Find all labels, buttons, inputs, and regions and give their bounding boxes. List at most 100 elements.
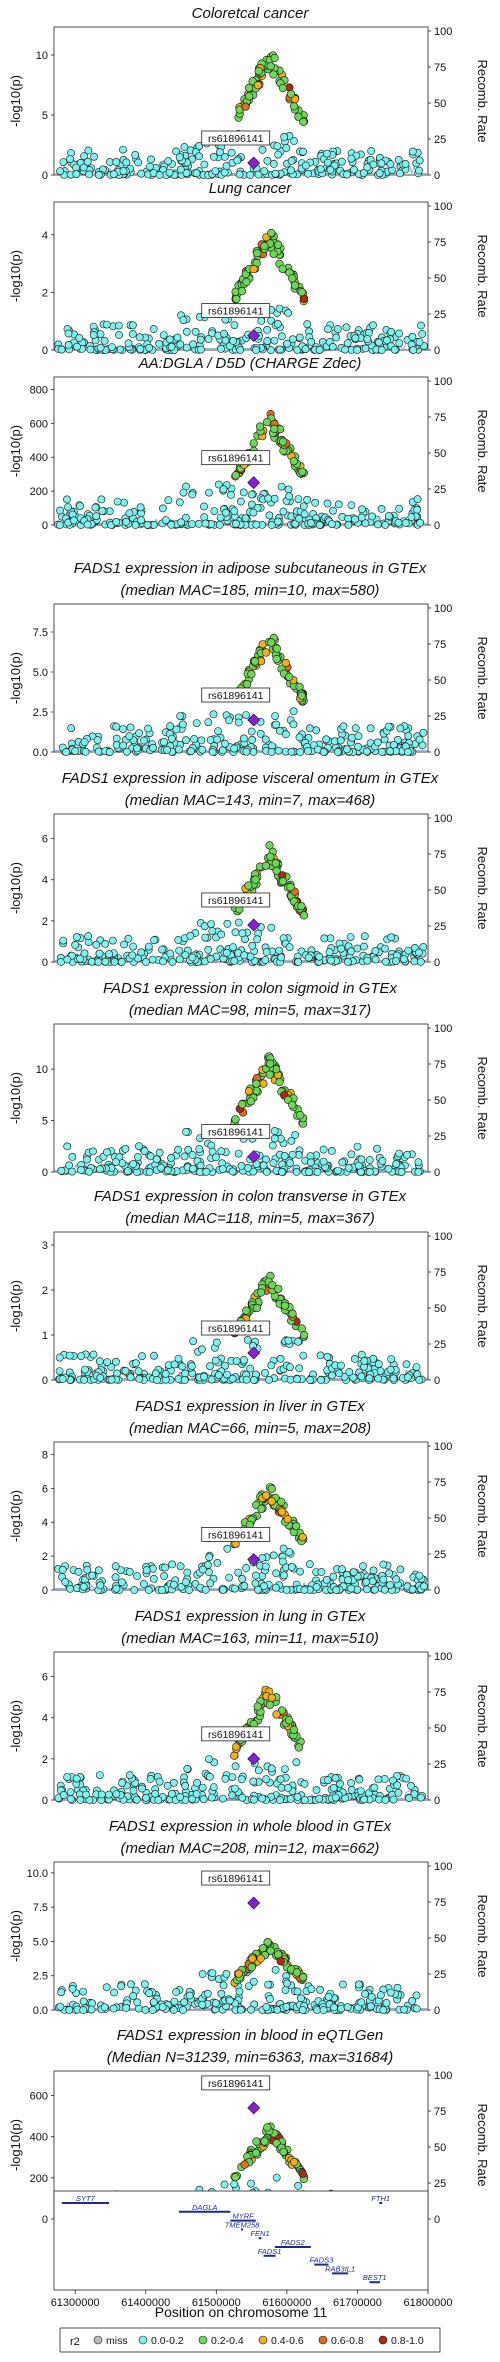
snp-point [246,1364,254,1373]
snp-point-peak [269,70,278,79]
snp-point [306,1376,314,1384]
snp-point-peak [290,281,300,290]
snp-point [262,1168,271,1176]
snp-point [158,2003,167,2011]
snp-point [231,928,240,937]
snp-point [219,485,228,494]
snp-point [126,1980,135,1989]
snp-point [205,1755,213,1763]
snp-point [407,1781,415,1790]
snp-point [323,158,332,167]
snp-point [370,1783,379,1792]
snp-point [137,169,146,178]
snp-point [231,1762,240,1771]
y-tick-label: 5 [42,1116,48,1128]
gene-label: RAB3IL1 [325,2264,355,2273]
snp-point [180,1998,189,2007]
recomb-tick-label: 75 [434,849,446,861]
snp-point [112,722,121,731]
y-axis-title: -log10(p) [8,1910,23,1962]
y-axis-title: -log10(p) [8,75,23,127]
snp-point [58,1565,67,1574]
snp-point [228,1773,237,1781]
snp-point [179,2006,187,2014]
snp-point-peak [278,83,288,93]
snp-point [69,516,78,525]
recomb-tick-label: 50 [434,1723,446,1735]
snp-point [383,336,391,345]
snp-point [76,1796,85,1804]
snp-point [324,1776,332,1784]
snp-point [271,1966,280,1974]
recomb-tick-label: 75 [434,1897,446,1909]
snp-point [355,1775,364,1784]
gene-label: FADS1 [258,2247,282,2256]
snp-point-peak [269,249,278,258]
snp-point [254,1766,263,1775]
y-tick-label: 6 [42,1672,48,1684]
snp-point [269,1159,278,1167]
snp-point [202,1167,211,1176]
snp-point [239,1356,248,1364]
snp-point [128,321,137,330]
snp-point [237,1775,246,1784]
snp-point [270,336,279,345]
snp-point [333,325,342,333]
chart-title: (Median N=31239, min=6363, max=31684) [107,2049,393,2066]
snp-point [110,1988,118,1997]
snp-point [230,507,239,515]
recomb-tick-label: 100 [434,201,452,213]
snp-point [96,343,105,352]
snp-point [198,2000,207,2009]
snp-point [236,345,245,354]
legend-label: 0.2-0.4 [211,2335,244,2347]
recomb-axis-title: Recomb. Rate [475,59,490,142]
snp-point [275,946,284,955]
snp-point-peak [297,691,306,700]
snp-point [273,2006,282,2014]
snp-point [407,513,416,521]
snp-point [315,952,324,961]
snp-point [165,335,174,344]
snp-point-peak [267,1484,276,1493]
snp-point [187,747,195,756]
recomb-tick-label: 0 [434,1167,440,1179]
snp-point-peak [231,471,240,480]
recomb-axis-title: Recomb. Rate [475,1056,490,1139]
snp-point [415,338,424,346]
snp-point [236,497,245,506]
y-tick-label: 4 [42,875,48,887]
snp-point [155,1777,164,1786]
snp-point [213,1559,222,1567]
snp-point [182,169,191,177]
snp-point [350,1355,359,1363]
snp-point [120,940,128,949]
snp-point [63,1773,72,1781]
snp-point-peak [231,1115,240,1124]
snp-point [175,153,184,162]
snp-point [304,747,312,755]
snp-point [182,1127,190,1136]
snp-point [119,741,127,750]
snp-point [261,1562,270,1571]
snp-point [295,733,304,742]
snp-point [79,163,88,172]
snp-point [188,1151,197,1159]
snp-point [204,718,213,727]
snp-point [181,1781,190,1790]
recomb-tick-label: 25 [434,1339,446,1351]
snp-point [315,1794,324,1803]
snp-point [123,747,131,756]
snp-point [150,1351,158,1360]
snp-point [257,316,266,325]
snp-point [347,1779,355,1787]
snp-point [351,334,360,343]
snp-point [119,167,128,175]
recomb-tick-label: 100 [434,26,452,38]
snp-point-peak [297,288,306,297]
snp-point [205,1772,214,1781]
snp-point-peak [260,241,269,251]
snp-point [119,725,127,733]
recomb-tick-label: 0 [434,520,440,532]
y-tick-label: 0 [42,520,48,532]
